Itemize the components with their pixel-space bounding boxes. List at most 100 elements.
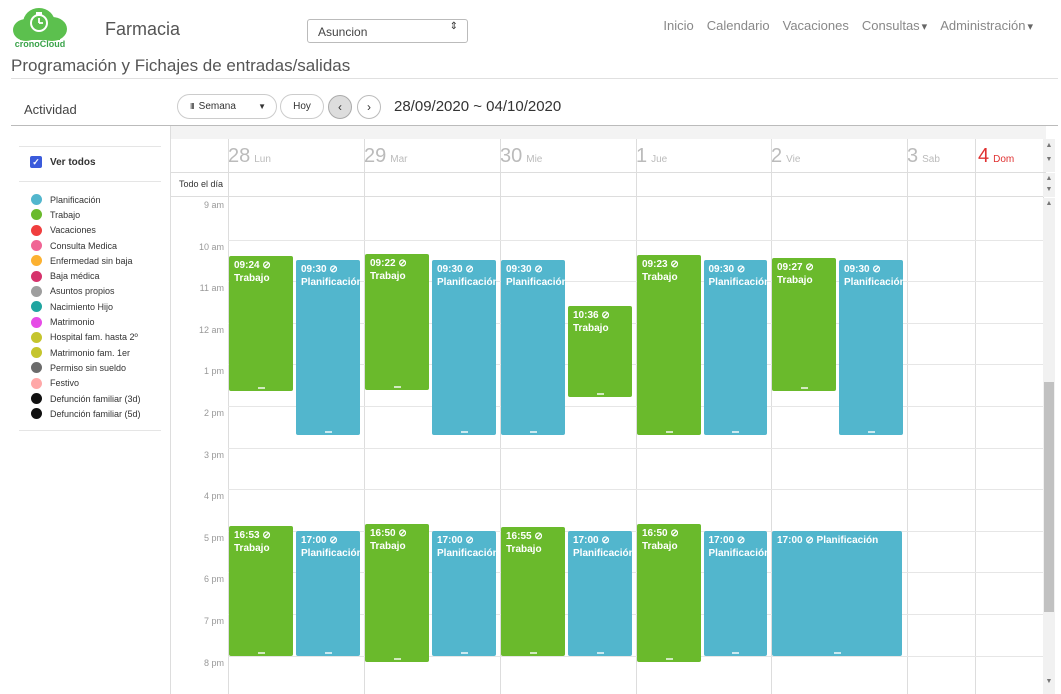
next-week-button[interactable]: › (357, 95, 381, 119)
legend-item[interactable]: Planificación (31, 192, 141, 207)
legend-color-dot (31, 270, 42, 282)
day-column-divider (500, 139, 501, 694)
resize-handle[interactable] (325, 651, 332, 654)
resize-handle[interactable] (597, 392, 604, 395)
calendar-event-trabajo[interactable]: 16:55 ⊘ Trabajo (501, 527, 565, 656)
calendar-event-planificacion[interactable]: 17:00 ⊘ Planificación (568, 530, 632, 656)
chevron-right-icon: › (367, 100, 371, 114)
day-number: 1 (636, 145, 648, 167)
calendar-event-planificacion[interactable]: 17:00 ⊘ Planificación (432, 530, 496, 656)
legend-item[interactable]: Hospital fam. hasta 2º (31, 330, 141, 345)
checkmark-icon: ✓ (30, 156, 42, 168)
event-time: 17:00 ⊘ (573, 534, 627, 547)
legend-item[interactable]: Asuntos propios (31, 284, 141, 299)
select-all-checkbox[interactable]: ✓ Ver todos (30, 156, 96, 168)
event-time-text: 17:00 (301, 534, 327, 546)
nav-item-vacaciones[interactable]: Vacaciones (782, 18, 849, 33)
prev-week-button[interactable]: ‹ (328, 95, 352, 119)
legend-item[interactable]: Festivo (31, 376, 141, 391)
chevron-down-icon: ▼ (258, 102, 266, 111)
calendar-event-planificacion[interactable]: 17:00 ⊘ Planificación (772, 530, 902, 656)
legend-item[interactable]: Baja médica (31, 268, 141, 283)
event-title: Planificación (813, 534, 879, 546)
calendar-event-trabajo[interactable]: 16:50 ⊘ Trabajo (365, 523, 429, 662)
legend-item[interactable]: Matrimonio (31, 314, 141, 329)
legend-item[interactable]: Defunción familiar (5d) (31, 406, 141, 421)
resize-handle[interactable] (732, 651, 740, 654)
legend-item[interactable]: Trabajo (31, 207, 141, 222)
calendar-event-planificacion[interactable]: 09:30 ⊘ Planificación (296, 260, 360, 436)
nav-item-calendario[interactable]: Calendario (706, 18, 770, 33)
legend-item[interactable]: Consulta Medica (31, 238, 141, 253)
resize-handle[interactable] (665, 431, 673, 434)
scroll-arrow-icon[interactable]: ▲ (1045, 200, 1053, 207)
scroll-arrow-icon[interactable]: ▼ (1045, 678, 1053, 685)
day-number: 28 (228, 145, 251, 167)
scrollbar-thumb[interactable] (1044, 382, 1054, 612)
resize-handle[interactable] (834, 651, 841, 654)
event-title: Trabajo (234, 542, 270, 554)
all-day-row[interactable] (171, 172, 1046, 197)
header-scrollbar[interactable] (1043, 139, 1055, 172)
today-button[interactable]: Hoy (280, 94, 324, 119)
legend-item[interactable]: Enfermedad sin baja (31, 253, 141, 268)
scroll-arrow-icon[interactable]: ▼ (1045, 156, 1053, 163)
event-time-text: 16:50 (370, 527, 396, 539)
legend-item-label: Planificación (50, 194, 101, 205)
resize-handle[interactable] (394, 657, 401, 660)
legend-color-dot (31, 240, 42, 252)
cronocloud-logo[interactable]: cronoCloud (12, 4, 68, 49)
day-header-dom: 4 Dom (978, 145, 1014, 168)
resize-handle[interactable] (801, 387, 808, 390)
calendar-event-trabajo[interactable]: 09:22 ⊘ Trabajo (365, 254, 429, 391)
resize-handle[interactable] (530, 651, 537, 654)
calendar-event-trabajo[interactable]: 16:53 ⊘ Trabajo (229, 525, 293, 656)
allday-scrollbar[interactable] (1043, 173, 1055, 197)
resize-handle[interactable] (868, 431, 875, 434)
calendar-event-planificacion[interactable]: 09:30 ⊘ Planificación (839, 260, 903, 436)
scroll-arrow-icon[interactable]: ▼ (1045, 186, 1053, 193)
resize-handle[interactable] (530, 431, 537, 434)
calendar-event-planificacion[interactable]: 17:00 ⊘ Planificación (296, 530, 360, 656)
calendar-event-trabajo[interactable]: 16:50 ⊘ Trabajo (637, 523, 701, 662)
legend-item[interactable]: Matrimonio fam. 1er (31, 345, 141, 360)
legend-item[interactable]: Permiso sin sueldo (31, 360, 141, 375)
nav-item-administracion[interactable]: Administración (940, 18, 1033, 33)
nav-item-inicio[interactable]: Inicio (663, 18, 694, 33)
legend-item[interactable]: Defunción familiar (3d) (31, 391, 141, 406)
calendar-event-trabajo[interactable]: 09:23 ⊘ Trabajo (637, 255, 701, 436)
calendar-event-planificacion[interactable]: 09:30 ⊘ Planificación (703, 260, 767, 436)
resize-handle[interactable] (665, 657, 673, 660)
resize-handle[interactable] (258, 651, 265, 654)
resize-handle[interactable] (732, 431, 740, 434)
legend-item[interactable]: Nacimiento Hijo (31, 299, 141, 314)
scroll-arrow-icon[interactable]: ▲ (1045, 175, 1053, 182)
resize-handle[interactable] (394, 386, 401, 389)
calendar-event-planificacion[interactable]: 17:00 ⊘ Planificación (703, 530, 767, 656)
calendar-event-planificacion[interactable]: 09:30 ⊘ Planificación (501, 260, 565, 436)
calendar-event-planificacion[interactable]: 09:30 ⊘ Planificación (432, 260, 496, 436)
event-time-text: 09:30 (301, 264, 327, 276)
legend-color-dot (31, 255, 42, 267)
resize-handle[interactable] (258, 387, 265, 390)
time-label: 5 pm (203, 532, 224, 543)
location-select[interactable]: Asuncion ⇕ (307, 19, 468, 43)
nav-item-consultas[interactable]: Consultas (862, 18, 927, 33)
legend-item-label: Matrimonio fam. 1er (50, 347, 131, 358)
resize-handle[interactable] (325, 431, 332, 434)
resize-handle[interactable] (597, 651, 604, 654)
legend-item-label: Festivo (50, 378, 80, 389)
resize-handle[interactable] (461, 431, 468, 434)
calendar-event-trabajo[interactable]: 09:27 ⊘ Trabajo (772, 258, 836, 392)
day-header-mie: 30 Mie (500, 145, 542, 168)
calendar-event-trabajo[interactable]: 10:36 ⊘ Trabajo (568, 306, 632, 397)
calendar-event-trabajo[interactable]: 09:24 ⊘ Trabajo (229, 256, 293, 392)
resize-handle[interactable] (461, 651, 468, 654)
scroll-arrow-icon[interactable]: ▲ (1045, 142, 1053, 149)
day-name: Lun (254, 154, 271, 165)
time-label: 11 am (199, 283, 224, 294)
clock-off-icon: ⊘ (667, 527, 679, 539)
event-time-text: 16:53 (234, 529, 260, 541)
legend-item[interactable]: Vacaciones (31, 223, 141, 238)
view-select-button[interactable]: III Semana ▼ (177, 94, 277, 119)
